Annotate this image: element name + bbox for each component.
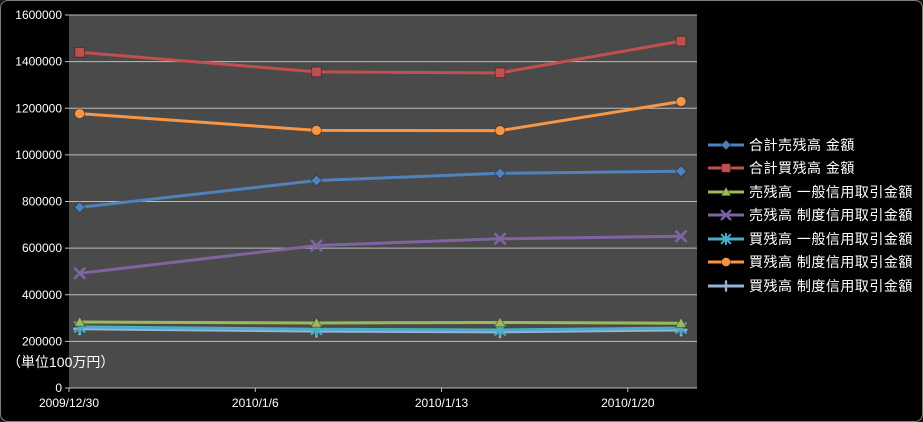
legend-item: 買残高 一般信用取引金額 (707, 227, 913, 251)
data-point-marker-square (311, 66, 322, 78)
x-axis-label: 2010/1/13 (415, 396, 469, 410)
legend-label: 買残高 一般信用取引金額 (749, 230, 913, 247)
data-point-marker-circle (310, 124, 322, 136)
series-line (78, 99, 683, 133)
series-line (78, 320, 683, 325)
data-point-marker-square (74, 46, 85, 58)
legend-label: 買残高 制度信用取引金額 (749, 277, 913, 294)
data-point-marker-circle (675, 95, 687, 107)
data-point-marker-diamond (493, 167, 507, 180)
legend-label: 買残高 制度信用取引金額 (749, 254, 913, 271)
legend-marker-icon (708, 257, 744, 268)
legend-item: 売残高 一般信用取引金額 (707, 180, 913, 204)
y-axis-label: 1200000 (15, 101, 62, 115)
series-line (78, 327, 683, 334)
y-axis-label: 600000 (22, 241, 62, 255)
data-point-marker-diamond (310, 174, 323, 187)
y-axis-label: 800000 (22, 195, 62, 209)
legend-label: 売残高 一般信用取引金額 (749, 183, 913, 200)
data-point-marker-triangle (73, 315, 86, 327)
legend-label: 合計買残高 金額 (749, 160, 855, 177)
data-point-marker-x (720, 209, 732, 221)
data-point-marker-circle (74, 108, 86, 120)
data-point-marker-asterisk (720, 232, 732, 245)
y-axis-label: 1400000 (15, 55, 62, 69)
series-line (78, 169, 683, 209)
data-point-marker-triangle (674, 316, 688, 328)
legend-item: 売残高 制度信用取引金額 (707, 204, 913, 228)
x-axis-label: 2010/1/20 (601, 396, 655, 410)
data-point-marker-triangle (493, 315, 507, 328)
y-axis-label: 1600000 (15, 8, 62, 22)
chart-legend: 合計売残高 金額 合計買残高 金額売残高 一般信用取引金額 売残高 制度信用取引金額… (707, 133, 913, 298)
series-line (78, 234, 683, 275)
data-point-marker-x (674, 230, 688, 243)
data-point-marker-square (675, 35, 687, 47)
data-point-marker-diamond (73, 201, 86, 214)
legend-marker-icon (708, 139, 744, 151)
data-point-marker-x (73, 267, 86, 280)
data-point-marker-triangle (310, 316, 323, 328)
legend-item: 買残高 制度信用取引金額 (707, 274, 913, 298)
data-point-marker-x (310, 239, 323, 252)
x-axis-label: 2009/12/30 (39, 396, 99, 410)
data-point-marker-circle (721, 257, 731, 268)
x-axis-label: 2010/1/6 (232, 396, 279, 410)
data-point-marker-square (494, 67, 506, 79)
series-line (78, 39, 683, 75)
y-axis-label: 0 (55, 381, 62, 395)
data-point-marker-plus (720, 279, 732, 292)
legend-label: 合計売残高 金額 (749, 136, 855, 153)
data-point-marker-triangle (720, 185, 732, 196)
legend-item: 合計買残高 金額 (707, 157, 913, 181)
series-line (78, 325, 683, 332)
legend-item: 合計売残高 金額 (707, 133, 913, 157)
unit-note-label: （単位100万円） (7, 354, 115, 370)
legend-marker-icon (708, 279, 744, 292)
data-point-marker-diamond (720, 139, 732, 151)
legend-marker-icon (708, 185, 744, 196)
legend-label: 売残高 制度信用取引金額 (749, 207, 913, 224)
y-axis-label: 400000 (22, 288, 62, 302)
legend-marker-icon (708, 163, 744, 174)
data-point-marker-diamond (674, 164, 688, 178)
data-point-marker-square (721, 163, 731, 174)
legend-marker-icon (708, 232, 744, 245)
y-axis-label: 1000000 (15, 148, 62, 162)
data-point-marker-circle (494, 125, 506, 137)
legend-item: 買残高 制度信用取引金額 (707, 251, 913, 275)
data-point-marker-x (493, 232, 507, 245)
legend-marker-icon (708, 209, 744, 221)
y-axis-label: 200000 (22, 334, 62, 348)
